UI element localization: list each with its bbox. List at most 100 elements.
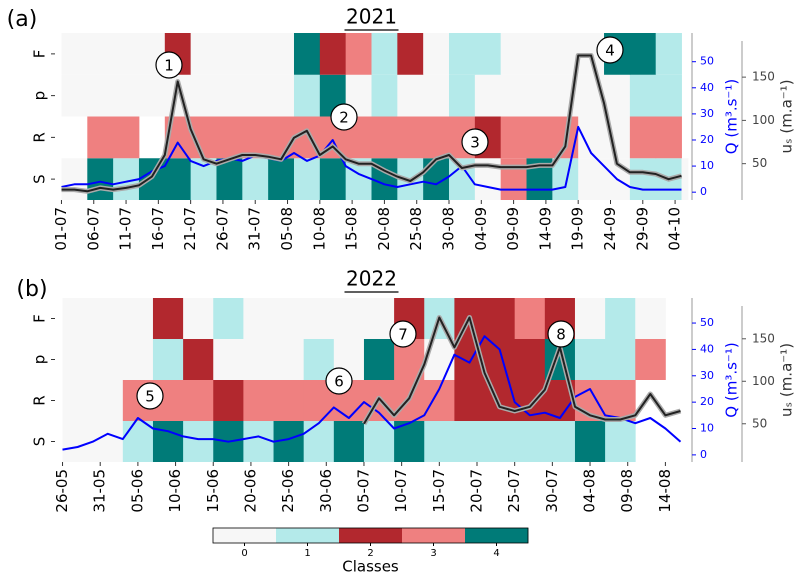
q-tick-label: 30 — [700, 369, 714, 382]
q-axis-label: Q (m³.s⁻¹) — [723, 342, 741, 417]
heat-cell — [62, 298, 94, 339]
heat-cell — [474, 74, 502, 117]
heat-cell — [363, 298, 395, 339]
x-tick-label: 09-08 — [618, 469, 636, 513]
heat-cell — [242, 158, 269, 200]
heat-cell — [363, 421, 395, 462]
heat-cell — [62, 380, 94, 421]
heat-cell — [629, 158, 657, 200]
heat-cell — [500, 33, 527, 75]
panel-title: 2021 — [346, 5, 397, 29]
heat-cell — [216, 158, 243, 200]
x-tick-label: 31-07 — [246, 207, 264, 251]
heat-cell — [681, 158, 689, 200]
us-tick-label: 100 — [752, 113, 775, 127]
q-tick-label: 10 — [700, 159, 714, 172]
heat-cell — [484, 339, 516, 380]
colorbar-label: Classes — [342, 558, 399, 576]
heat-cell — [183, 380, 214, 421]
heat-cell — [655, 74, 682, 117]
heat-cell — [526, 33, 553, 75]
heat-cell — [92, 298, 124, 339]
x-tick-label: 29-09 — [633, 207, 651, 251]
x-tick-label: 26-07 — [213, 207, 231, 251]
annotation-circle — [596, 36, 624, 64]
heat-cell — [574, 339, 606, 380]
heat-cell — [92, 421, 124, 462]
heat-cell — [293, 158, 321, 200]
x-tick-label: 31-05 — [91, 469, 109, 513]
heat-cell — [319, 33, 347, 75]
heat-cell — [61, 33, 88, 75]
colorbar-tick-label: 3 — [430, 548, 436, 559]
heat-cell — [333, 421, 365, 462]
x-tick-label: 14-08 — [656, 469, 674, 513]
heat-cell — [242, 116, 269, 159]
heat-cell — [216, 74, 243, 117]
panel-title: 2022 — [346, 267, 397, 291]
x-tick-label: 04-10 — [666, 207, 684, 251]
row-label: F — [31, 50, 49, 59]
heat-cell — [629, 116, 657, 159]
heat-cell — [544, 421, 576, 462]
row-label: p — [31, 91, 49, 101]
heat-cell — [216, 116, 243, 159]
x-tick-label: 21-07 — [181, 207, 199, 251]
heat-cell — [500, 158, 527, 200]
heat-cell — [164, 158, 192, 200]
x-tick-label: 24-09 — [601, 207, 619, 251]
x-tick-label: 10-08 — [310, 207, 328, 251]
annotation: 7 — [398, 326, 408, 344]
x-tick-label: 15-06 — [204, 469, 222, 513]
x-tick-label: 15-07 — [430, 469, 448, 513]
heat-cell — [371, 74, 398, 117]
q-tick-label: 50 — [700, 316, 714, 329]
x-tick-label: 20-07 — [468, 469, 486, 513]
heat-cell — [273, 380, 305, 421]
heat-cell — [655, 33, 682, 75]
x-tick-label: 16-07 — [149, 207, 167, 251]
heat-cell — [122, 421, 154, 462]
us-tick-label: 50 — [752, 416, 767, 430]
heat-cell — [449, 33, 476, 75]
annotation-circle — [155, 51, 183, 79]
heat-cell — [526, 74, 553, 117]
x-tick-label: 25-08 — [407, 207, 425, 251]
annotation: 3 — [470, 134, 480, 152]
x-tick-label: 04-09 — [472, 207, 490, 251]
heat-cell — [92, 339, 124, 380]
heat-cell — [87, 158, 114, 200]
colorbar-tick-label: 0 — [241, 548, 247, 559]
x-tick-label: 20-08 — [375, 207, 393, 251]
heat-cell — [319, 158, 347, 200]
colorbar-cell — [339, 528, 403, 543]
heat-cell — [62, 421, 94, 462]
heat-cell — [605, 339, 636, 380]
us-tick-label: 50 — [752, 156, 767, 170]
heat-cell — [268, 74, 295, 117]
row-label: F — [31, 314, 49, 323]
x-tick-label: 05-06 — [128, 469, 146, 513]
heat-cell — [293, 74, 321, 117]
panel-label: (b) — [16, 277, 47, 302]
heat-cell — [268, 33, 295, 75]
discharge-line — [61, 125, 682, 191]
heat-cell — [454, 421, 485, 462]
x-tick-label: 09-09 — [504, 207, 522, 251]
heat-cell — [183, 339, 214, 380]
annotation-circle — [136, 382, 164, 410]
heat-cell — [605, 421, 636, 462]
heat-cell — [183, 298, 214, 339]
q-tick-label: 20 — [700, 133, 714, 146]
colorbar-tick-label: 4 — [493, 548, 499, 559]
heat-cell — [424, 421, 455, 462]
q-tick-label: 40 — [700, 342, 714, 355]
heat-cell — [514, 298, 546, 339]
q-tick-label: 30 — [700, 107, 714, 120]
heat-cell — [514, 421, 546, 462]
colorbar-tick-label: 2 — [367, 548, 373, 559]
x-tick-label: 10-06 — [166, 469, 184, 513]
heat-cell — [268, 158, 295, 200]
q-axis-label: Q (m³.s⁻¹) — [723, 79, 741, 154]
heat-cell — [552, 158, 579, 200]
